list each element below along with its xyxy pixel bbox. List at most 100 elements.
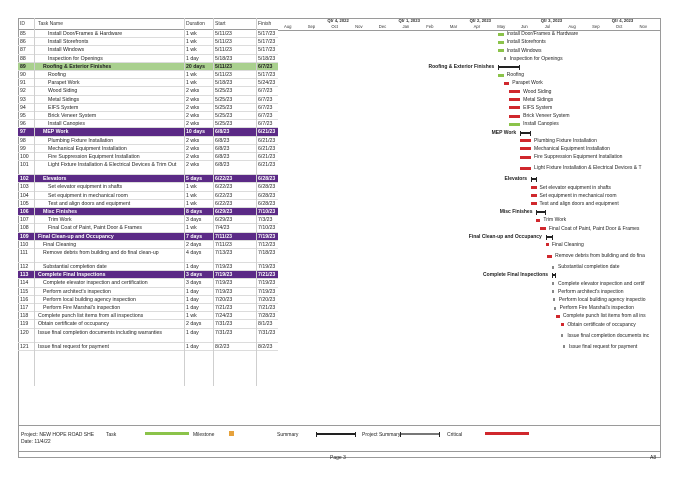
task-bar-short[interactable] bbox=[552, 265, 555, 269]
table-row[interactable]: 97 MEP Work 10 days 6/8/23 6/21/23 bbox=[18, 128, 278, 137]
task-bar[interactable] bbox=[498, 73, 504, 77]
table-row[interactable]: 111 Remove debris from building and do fi… bbox=[18, 249, 278, 263]
table-row[interactable]: 112 Substantial completion date 1 day 7/19/… bbox=[18, 263, 278, 272]
gantt-summary-label: Elevators bbox=[504, 176, 528, 183]
critical-bar[interactable] bbox=[531, 186, 537, 189]
summary-bar[interactable] bbox=[498, 64, 521, 70]
table-row[interactable]: 106 Misc Finishes 8 days 6/29/23 7/10/23 bbox=[18, 208, 278, 217]
table-row[interactable]: 121 Issue final request for payment 1 day 8… bbox=[18, 343, 278, 351]
critical-bar[interactable] bbox=[503, 81, 510, 85]
row-task-name: Final Clean-up and Occupancy bbox=[38, 233, 114, 240]
critical-bar[interactable] bbox=[547, 254, 553, 258]
critical-bar[interactable] bbox=[545, 243, 549, 247]
table-row[interactable]: 92 Wood Siding 2 wks 5/25/23 6/7/23 bbox=[18, 87, 278, 96]
table-row[interactable]: 91 Parapet Work 1 wk 5/18/23 5/24/23 bbox=[18, 79, 278, 88]
task-bar-short[interactable] bbox=[561, 334, 564, 338]
table-row[interactable]: 85 Install Door/Frames & Hardware 1 wk 5/11… bbox=[18, 30, 278, 39]
task-bar-short[interactable] bbox=[552, 298, 555, 302]
table-row[interactable]: 109 Final Clean-up and Occupancy 7 days 7/1… bbox=[18, 232, 278, 241]
row-id: 86 bbox=[20, 39, 26, 46]
table-row[interactable]: 98 Plumbing Fixture Installation 2 wks 6/8/… bbox=[18, 137, 278, 145]
critical-bar[interactable] bbox=[520, 139, 532, 143]
row-id: 115 bbox=[20, 288, 29, 295]
summary-bar[interactable] bbox=[536, 210, 547, 216]
critical-bar[interactable] bbox=[509, 98, 521, 102]
critical-bar[interactable] bbox=[509, 106, 521, 110]
task-bar[interactable] bbox=[498, 49, 504, 52]
row-task-name: Obtain certificate of occupancy bbox=[38, 321, 109, 328]
task-bar[interactable] bbox=[498, 32, 504, 36]
table-row[interactable]: 88 Inspection for Openings 1 day 5/18/23 5/1… bbox=[18, 55, 278, 63]
row-finish: 6/7/23 bbox=[258, 63, 273, 70]
row-id: 100 bbox=[20, 154, 29, 160]
timeline-month: Jan bbox=[402, 24, 410, 29]
timeline-month: Oct bbox=[331, 24, 338, 29]
task-bar-short[interactable] bbox=[553, 306, 556, 310]
legend-project-summary-label: Project Summary bbox=[362, 432, 401, 438]
task-bar-short[interactable] bbox=[552, 290, 555, 294]
task-bar-short[interactable] bbox=[552, 282, 555, 285]
table-row[interactable]: 99 Mechanical Equipment Installation 2 wks… bbox=[18, 145, 278, 153]
table-row[interactable]: 116 Perform local building agency inspect… bbox=[18, 296, 278, 304]
summary-bar[interactable] bbox=[545, 234, 553, 240]
task-bar[interactable] bbox=[509, 122, 521, 126]
critical-bar[interactable] bbox=[531, 202, 537, 206]
critical-bar[interactable] bbox=[555, 314, 560, 318]
row-task-name: Install Door/Frames & Hardware bbox=[48, 31, 123, 37]
table-row[interactable]: 107 Trim Work 3 days 6/29/23 7/3/23 bbox=[18, 216, 278, 225]
critical-bar[interactable] bbox=[520, 155, 532, 159]
table-row[interactable]: 89 Roofing & Exterior Finishes 20 days 5/11… bbox=[18, 62, 278, 71]
table-row[interactable]: 101 Light Fixture Installation & Electric… bbox=[18, 161, 278, 176]
table-row[interactable]: 87 Install Windows 1 wk 5/11/23 5/17/23 bbox=[18, 46, 278, 55]
row-task-name: Wood Siding bbox=[48, 88, 78, 95]
summary-bar[interactable] bbox=[520, 130, 532, 136]
row-finish: 8/2/23 bbox=[258, 343, 273, 350]
row-start: 5/25/23 bbox=[215, 96, 233, 103]
table-row[interactable]: 95 Brick Veneer System 2 wks 5/25/23 6/7/23 bbox=[18, 112, 278, 121]
row-id: 90 bbox=[20, 72, 26, 78]
table-row[interactable]: 93 Metal Sidings 2 wks 5/25/23 6/7/23 bbox=[18, 96, 278, 104]
timeline-quarter: Qtr 2, 2023 bbox=[469, 18, 492, 23]
task-bar-short[interactable] bbox=[503, 57, 506, 61]
critical-bar[interactable] bbox=[531, 194, 537, 198]
critical-bar[interactable] bbox=[520, 166, 532, 170]
row-start: 7/13/23 bbox=[215, 250, 233, 256]
table-row[interactable]: 108 Final Coat of Paint, Paint Door & Fra… bbox=[18, 224, 278, 233]
critical-bar[interactable] bbox=[536, 218, 541, 222]
table-row[interactable]: 105 Test and align doors and equipment 1 w… bbox=[18, 200, 278, 208]
table-row[interactable]: 120 Issue final completion documents incl… bbox=[18, 329, 278, 343]
table-row[interactable]: 103 Set elevator equipment in shafts 1 wk 6… bbox=[18, 183, 278, 192]
critical-bar[interactable] bbox=[509, 90, 521, 93]
table-row[interactable]: 100 Fire Suppression Equipment Installati… bbox=[18, 153, 278, 162]
gantt-task-label: Obtain certificate of occupancy bbox=[567, 321, 636, 328]
table-row[interactable]: 114 Complete elevator inspection and cert… bbox=[18, 279, 278, 288]
summary-bar[interactable] bbox=[531, 177, 538, 183]
critical-bar[interactable] bbox=[561, 323, 565, 326]
table-row[interactable]: 113 Complete Final Inspections 3 days 7/19/… bbox=[18, 271, 278, 280]
table-row[interactable]: 117 Perform Fire Marshal's inspection 1 da… bbox=[18, 304, 278, 313]
table-row[interactable]: 118 Complete punch list items from all in… bbox=[18, 312, 278, 321]
table-row[interactable]: 94 EIFS System 2 wks 5/25/23 6/7/23 bbox=[18, 104, 278, 112]
row-finish: 7/21/23 bbox=[258, 272, 276, 279]
gantt-task-label: Install Canopies bbox=[523, 121, 559, 128]
table-row[interactable]: 119 Obtain certificate of occupancy 2 days… bbox=[18, 320, 278, 329]
table-row[interactable]: 115 Perform architect's inspection 1 day 7/… bbox=[18, 288, 278, 296]
critical-bar[interactable] bbox=[540, 227, 546, 230]
task-bar-short[interactable] bbox=[562, 345, 565, 349]
critical-bar[interactable] bbox=[520, 147, 532, 151]
table-row[interactable]: 102 Elevators 5 days 6/22/23 6/28/23 bbox=[18, 175, 278, 184]
table-row[interactable]: 90 Roofing 1 wk 5/11/23 5/17/23 bbox=[18, 71, 278, 80]
table-row[interactable]: 96 Install Canopies 2 wks 5/25/23 6/7/23 bbox=[18, 120, 278, 129]
critical-bar[interactable] bbox=[509, 114, 521, 118]
summary-bar[interactable] bbox=[552, 273, 557, 279]
row-finish: 6/7/23 bbox=[258, 113, 273, 119]
row-start: 7/21/23 bbox=[215, 305, 233, 311]
row-finish: 5/17/23 bbox=[258, 47, 276, 54]
table-row[interactable]: 104 Set equipment in mechanical room 1 wk 6… bbox=[18, 192, 278, 200]
row-finish: 7/10/23 bbox=[258, 225, 276, 232]
table-row[interactable]: 86 Install Storefronts 1 wk 5/11/23 5/17/23 bbox=[18, 38, 278, 47]
row-finish: 7/19/23 bbox=[258, 264, 276, 270]
gantt-task-label: Install Windows bbox=[506, 47, 542, 54]
task-bar[interactable] bbox=[498, 40, 504, 44]
table-row[interactable]: 110 Final Cleaning 2 days 7/11/23 7/12/23 bbox=[18, 241, 278, 249]
